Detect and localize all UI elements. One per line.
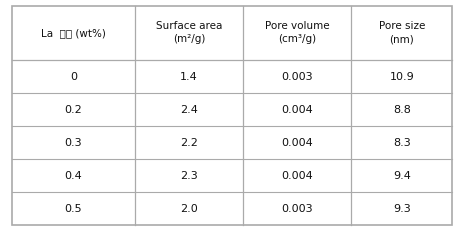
Text: 0.004: 0.004 [281, 105, 312, 115]
Text: 2.0: 2.0 [180, 204, 198, 214]
Text: 0.004: 0.004 [281, 138, 312, 148]
Text: 0.5: 0.5 [64, 204, 82, 214]
Text: 2.4: 2.4 [180, 105, 198, 115]
Text: Surface area
(m²/g): Surface area (m²/g) [156, 21, 222, 45]
Text: 8.3: 8.3 [392, 138, 410, 148]
Text: 1.4: 1.4 [180, 72, 198, 82]
Text: 0.2: 0.2 [64, 105, 82, 115]
Text: 8.8: 8.8 [392, 105, 410, 115]
Text: 0.3: 0.3 [64, 138, 82, 148]
Text: 0.003: 0.003 [281, 72, 312, 82]
Text: 9.3: 9.3 [392, 204, 410, 214]
Text: 0.004: 0.004 [281, 171, 312, 181]
Text: 0.003: 0.003 [281, 204, 312, 214]
Text: Pore volume
(cm³/g): Pore volume (cm³/g) [264, 21, 329, 45]
Text: 0: 0 [69, 72, 77, 82]
Text: 0.4: 0.4 [64, 171, 82, 181]
Text: La  함량 (wt%): La 함량 (wt%) [41, 28, 106, 38]
Text: 9.4: 9.4 [392, 171, 410, 181]
Text: Pore size
(nm): Pore size (nm) [378, 21, 424, 45]
Text: 2.3: 2.3 [180, 171, 198, 181]
Text: 10.9: 10.9 [388, 72, 413, 82]
Text: 2.2: 2.2 [180, 138, 198, 148]
